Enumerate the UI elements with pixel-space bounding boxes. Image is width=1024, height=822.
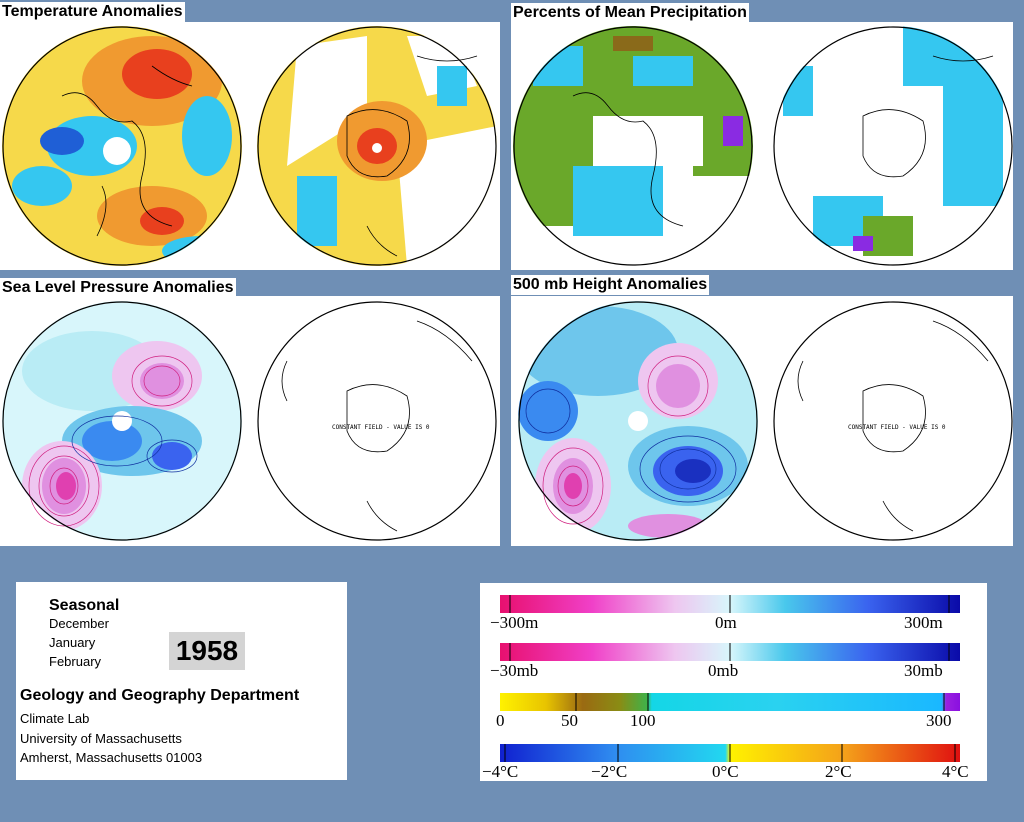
precip-label-300: 300	[926, 711, 952, 730]
slp-globe-winter	[2, 301, 242, 541]
height-color-bar	[500, 595, 960, 613]
temperature-globe-summer	[257, 26, 497, 266]
temp-label-minus4: −4°C	[482, 762, 519, 781]
height-globe-summer: CONSTANT FIELD - VALUE IS 0	[773, 301, 1013, 541]
info-box: Seasonal December January February 1958 …	[16, 582, 347, 780]
precipitation-globe-winter	[513, 26, 753, 266]
precipitation-title: Percents of Mean Precipitation	[511, 3, 749, 23]
slp-constant-field-text: CONSTANT FIELD - VALUE IS 0	[332, 424, 430, 431]
height-mid-label: 0m	[715, 613, 737, 632]
temp-label-0: 0°C	[712, 762, 739, 781]
height-min-label: −300m	[490, 613, 539, 632]
color-legend: −300m 0m 300m −30mb 0mb 30mb 0 50 100 30…	[480, 583, 987, 781]
temp-label-4: 4°C	[942, 762, 969, 781]
pressure-mid-label: 0mb	[708, 661, 739, 680]
temp-label-2: 2°C	[825, 762, 852, 781]
address-line-2: University of Massachusetts	[20, 731, 182, 746]
precip-label-100: 100	[630, 711, 656, 730]
precipitation-globe-summer	[773, 26, 1013, 266]
address-line-3: Amherst, Massachusetts 01003	[20, 750, 203, 765]
temperature-color-bar	[500, 744, 960, 762]
height-max-label: 300m	[904, 613, 943, 632]
precip-label-50: 50	[561, 711, 578, 730]
year-badge: 1958	[169, 632, 245, 670]
temp-label-minus2: −2°C	[591, 762, 628, 781]
temperature-globe-winter	[2, 26, 242, 266]
month-3: February	[49, 654, 102, 669]
height-globe-winter	[518, 301, 758, 541]
pressure-max-label: 30mb	[904, 661, 943, 680]
precip-color-bar	[500, 693, 960, 711]
month-1: December	[49, 616, 109, 631]
temperature-panel	[0, 22, 500, 270]
height-panel: CONSTANT FIELD - VALUE IS 0	[511, 296, 1013, 546]
precipitation-panel	[511, 22, 1013, 270]
temperature-title: Temperature Anomalies	[0, 2, 185, 22]
slp-globe-summer: CONSTANT FIELD - VALUE IS 0	[257, 301, 497, 541]
address-line-1: Climate Lab	[20, 711, 90, 726]
precip-label-0: 0	[496, 711, 505, 730]
month-2: January	[49, 635, 96, 650]
department-name: Geology and Geography Department	[20, 687, 300, 704]
height-constant-field-text: CONSTANT FIELD - VALUE IS 0	[848, 424, 946, 431]
pressure-min-label: −30mb	[490, 661, 539, 680]
slp-title: Sea Level Pressure Anomalies	[0, 278, 236, 298]
season-label: Seasonal	[49, 597, 120, 614]
pressure-color-bar	[500, 643, 960, 661]
height-title: 500 mb Height Anomalies	[511, 275, 710, 295]
slp-panel: CONSTANT FIELD - VALUE IS 0	[0, 296, 500, 546]
